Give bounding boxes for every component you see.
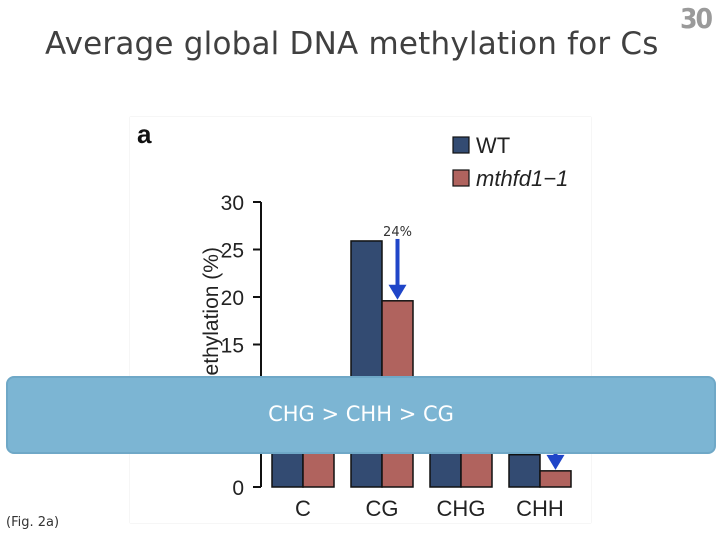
y-tick-label-0: 0 bbox=[232, 477, 244, 500]
slide-number: 30 bbox=[680, 2, 713, 35]
reduction-arrow-cg-head bbox=[388, 284, 407, 300]
reduction-arrow-chh-head bbox=[546, 454, 565, 470]
figure-panel: a051015202530DNA methylation (%)CCGCHGCH… bbox=[130, 117, 591, 523]
bar-wt-chh bbox=[508, 453, 541, 488]
legend-label-mutant: mthfd1−1 bbox=[476, 166, 568, 191]
bar-chart: a051015202530DNA methylation (%)CCGCHGCH… bbox=[137, 119, 572, 521]
legend-swatch-wt bbox=[452, 136, 470, 154]
x-tick-label-chh: CHH bbox=[516, 496, 564, 521]
summary-banner-text: CHG > CHH > CG bbox=[268, 402, 454, 426]
legend-label-wt: WT bbox=[476, 133, 510, 158]
x-tick-label-cg: CG bbox=[366, 496, 399, 521]
slide-title: Average global DNA methylation for Cs bbox=[45, 26, 659, 62]
y-tick-label-30: 30 bbox=[221, 192, 244, 215]
legend-swatch-mutant bbox=[452, 169, 470, 187]
y-tick-label-25: 25 bbox=[221, 240, 244, 263]
y-tick-label-20: 20 bbox=[221, 287, 244, 310]
x-tick-label-chg: CHG bbox=[437, 496, 486, 521]
figure-caption: (Fig. 2a) bbox=[6, 515, 60, 530]
summary-banner: CHG > CHH > CG bbox=[6, 376, 716, 454]
panel-label: a bbox=[137, 119, 152, 149]
annotation-label: 24% bbox=[383, 225, 412, 240]
bar-mutant-chh bbox=[539, 470, 572, 488]
bar-mutant-chg bbox=[460, 448, 493, 488]
x-tick-label-c: C bbox=[295, 496, 311, 521]
y-tick-label-15: 15 bbox=[221, 335, 244, 358]
